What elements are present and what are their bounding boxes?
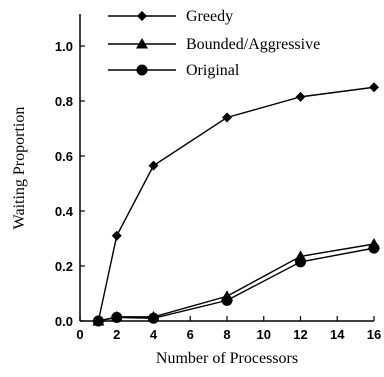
y-tick-label: 0.2 — [55, 259, 73, 274]
data-point-original — [148, 312, 159, 324]
data-point-original — [368, 242, 380, 254]
data-point-greedy — [222, 112, 232, 123]
data-point-original — [111, 311, 123, 323]
ticks: 0 2 4 6 8 10 12 14 16 0.0 0.2 0.4 0.6 0.8 1.0 — [55, 39, 381, 342]
y-tick-label: 1.0 — [55, 39, 73, 54]
data-point-original — [295, 256, 306, 268]
legend-label-bounded-aggressive: Bounded/Aggressive — [186, 36, 320, 53]
series-markers — [92, 82, 380, 327]
series-lines — [97, 86, 375, 322]
legend-label-greedy: Greedy — [186, 8, 233, 25]
series-line-original — [98, 247, 375, 322]
x-tick-label: 8 — [223, 327, 230, 342]
legend-marker-bounded-aggressive — [136, 38, 148, 49]
data-point-greedy — [369, 82, 379, 93]
x-tick-label: 2 — [113, 327, 120, 342]
legend: Greedy Bounded/Aggressive Original — [108, 8, 320, 79]
y-axis-label: Waiting Proportion — [11, 107, 28, 230]
x-tick-label: 4 — [150, 327, 158, 342]
x-axis-label: Number of Processors — [156, 350, 298, 367]
y-tick-label: 0.8 — [55, 94, 73, 109]
legend-marker-greedy — [137, 11, 147, 21]
axes — [79, 14, 374, 322]
y-tick-label: 0.4 — [55, 204, 74, 219]
x-tick-label: 16 — [367, 327, 381, 342]
data-point-greedy — [148, 160, 159, 171]
data-point-original — [221, 294, 233, 306]
y-tick-label: 0.6 — [55, 149, 73, 164]
y-tick-label: 0.0 — [55, 314, 73, 329]
legend-marker-original — [136, 64, 148, 76]
data-point-greedy — [111, 230, 122, 241]
series-line-greedy — [97, 86, 375, 322]
legend-label-original: Original — [186, 62, 240, 79]
x-tick-label: 6 — [187, 327, 194, 342]
x-tick-label: 0 — [76, 327, 83, 342]
x-tick-label: 12 — [293, 327, 307, 342]
x-tick-label: 10 — [257, 327, 271, 342]
data-point-greedy — [295, 91, 306, 102]
x-tick-label: 14 — [330, 327, 345, 342]
data-point-original — [92, 315, 104, 327]
